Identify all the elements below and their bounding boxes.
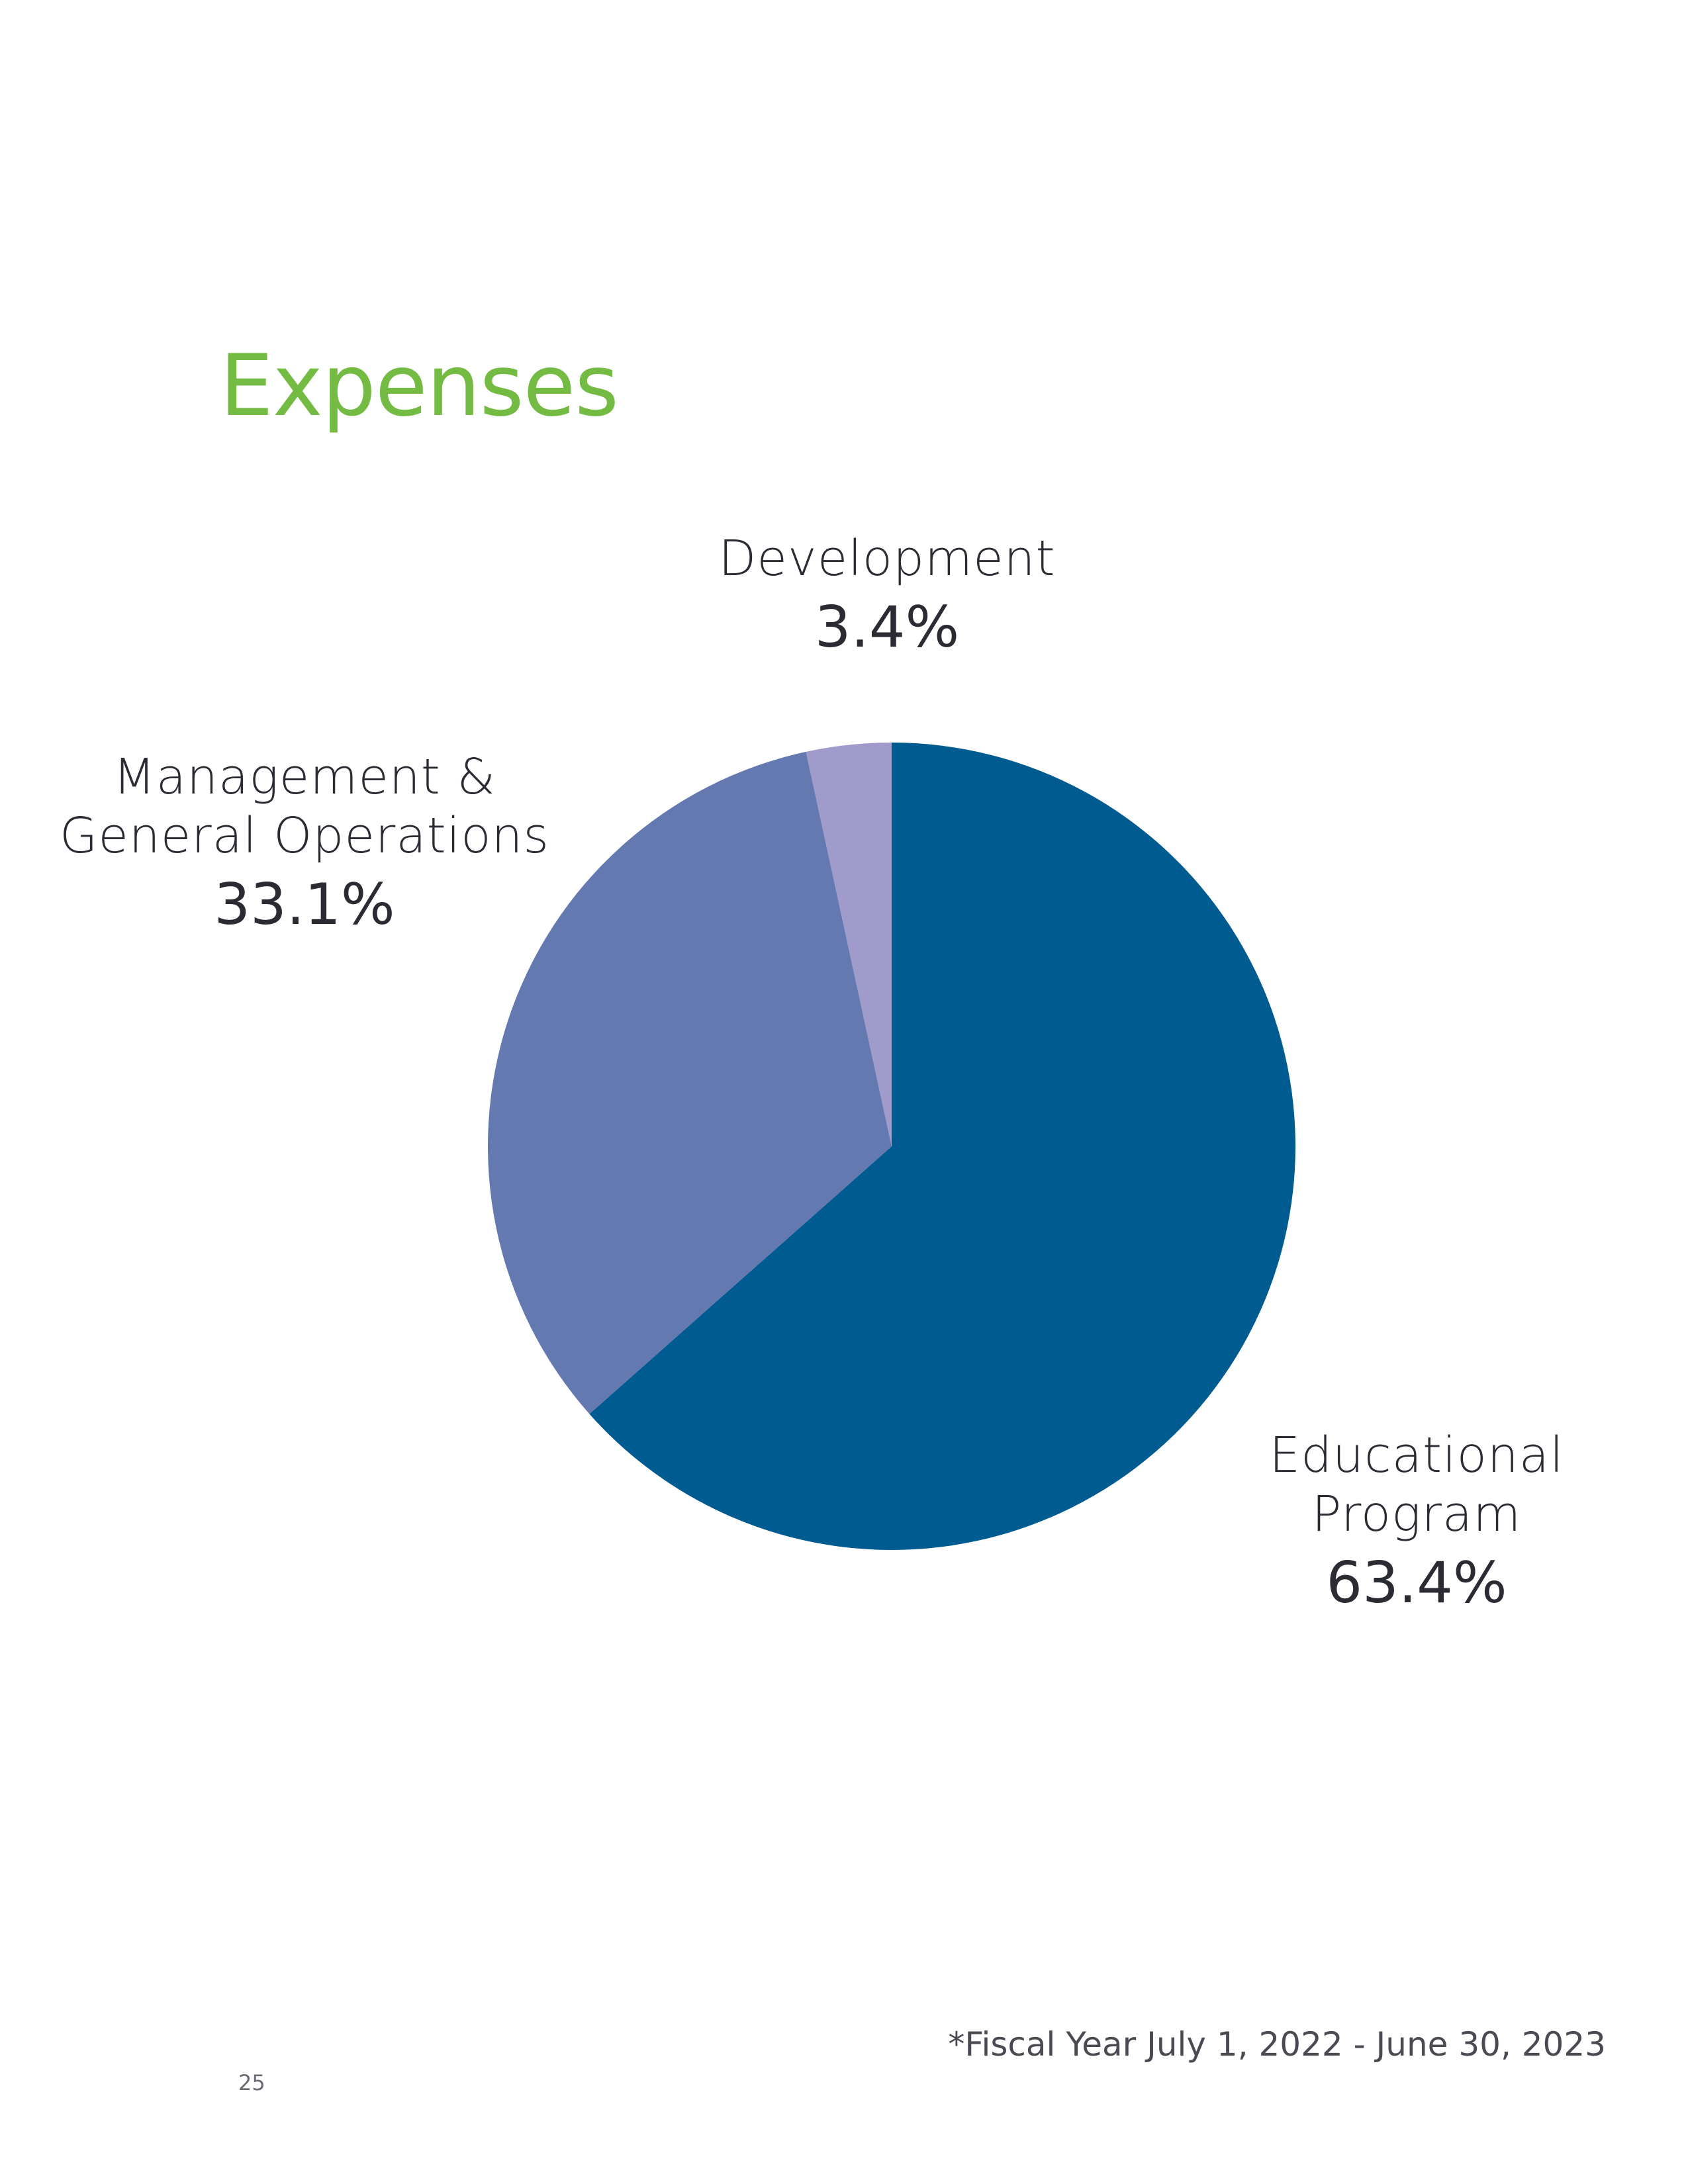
label-development: Development 3.4% bbox=[682, 529, 1092, 662]
pie-slice-educational-program bbox=[589, 743, 1296, 1551]
pie-slices bbox=[487, 743, 1296, 1551]
slice-name-management-general-operations: Management & General Operations bbox=[60, 749, 549, 864]
slice-value-educational-program: 63.4% bbox=[1326, 1549, 1507, 1616]
label-educational-program: Educational Program 63.4% bbox=[1244, 1426, 1589, 1617]
slice-value-development: 3.4% bbox=[814, 594, 960, 660]
page-title: Expenses bbox=[220, 337, 619, 435]
slice-name-educational-program: Educational Program bbox=[1269, 1427, 1564, 1543]
label-management-general-operations: Management & General Operations 33.1% bbox=[53, 748, 556, 939]
page-number: 25 bbox=[238, 2070, 265, 2095]
slice-name-development: Development bbox=[718, 530, 1056, 587]
fiscal-year-footnote: *Fiscal Year July 1, 2022 - June 30, 202… bbox=[948, 2025, 1606, 2064]
pie-slice-management-general-operations bbox=[487, 751, 892, 1414]
slice-value-management-general-operations: 33.1% bbox=[214, 871, 395, 938]
pie-slice-development bbox=[806, 743, 892, 1146]
